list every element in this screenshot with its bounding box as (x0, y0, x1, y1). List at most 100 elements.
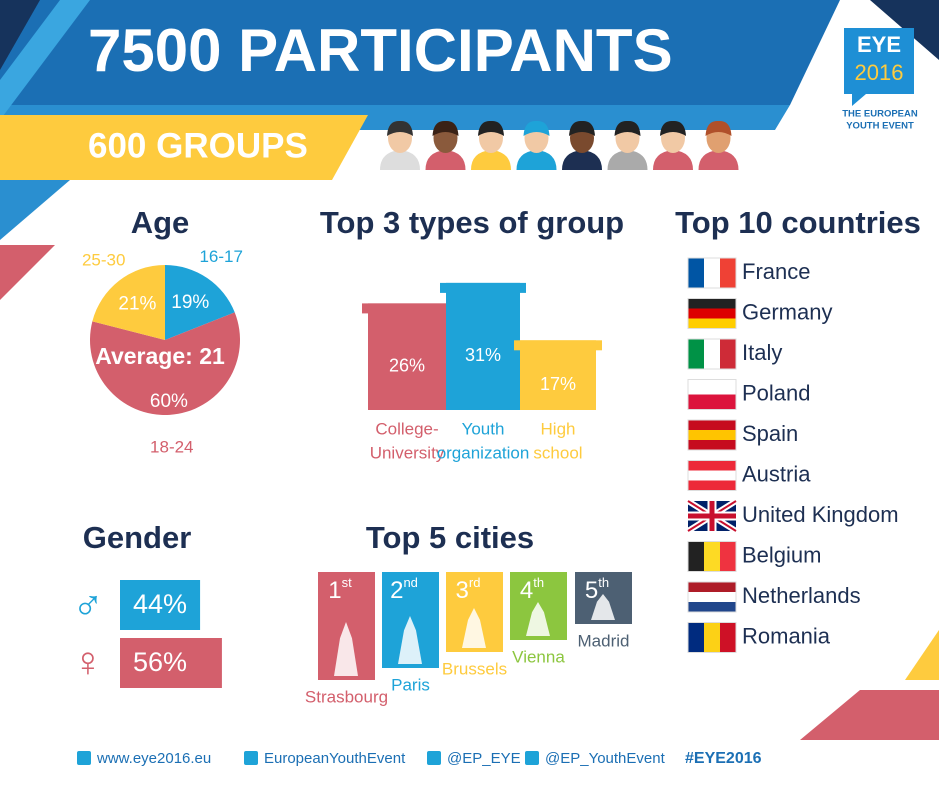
person-hair (478, 120, 504, 136)
slice-label: 60% (150, 391, 188, 412)
city-landmark (526, 602, 550, 636)
footer-icon (427, 751, 441, 765)
person-body (425, 150, 466, 170)
podium-label: 31% (465, 345, 501, 365)
footer-link[interactable]: EuropeanYouthEvent (264, 750, 406, 767)
flag (688, 501, 736, 531)
gender-label: 44% (133, 589, 187, 619)
person-body (698, 150, 739, 170)
slice-name: 18-24 (150, 437, 193, 456)
flag (688, 582, 736, 593)
slice-name: 16-17 (199, 247, 242, 266)
person-hair (432, 120, 459, 136)
footer-hashtag: #EYE2016 (685, 750, 762, 767)
gender-symbol: ♀ (72, 638, 104, 685)
logo-name: EYE (857, 32, 901, 57)
section-title: Top 5 cities (366, 520, 534, 555)
city-landmark (398, 616, 422, 664)
city-name: Paris (391, 675, 430, 694)
city-rank-suffix: st (342, 575, 353, 590)
flag (704, 622, 721, 653)
flag (720, 622, 737, 653)
flag (688, 470, 736, 481)
country-name: Spain (742, 421, 798, 446)
logo-box (844, 28, 914, 94)
flag (704, 541, 721, 572)
podium-label: 17% (540, 374, 576, 394)
city-rank-number: 1 (328, 577, 341, 604)
gender-label: 56% (133, 647, 187, 677)
stripe (905, 630, 939, 680)
city-rank: 4th (520, 575, 544, 604)
podium-block (520, 340, 596, 410)
slice-label: 19% (171, 292, 209, 313)
pie-slice (90, 312, 240, 415)
city-name: Strasbourg (305, 687, 388, 706)
logo-tail (852, 94, 866, 106)
subtitle: 600 GROUPS (88, 126, 308, 165)
flag (704, 258, 721, 288)
flag (688, 592, 736, 603)
person-body (562, 150, 602, 170)
city-name: Brussels (442, 659, 507, 678)
city-rank: 1st (328, 575, 352, 604)
footer-icon (525, 751, 539, 765)
city-rank-suffix: nd (403, 575, 417, 590)
gender-bar (120, 638, 222, 688)
flag (688, 460, 736, 471)
flag-border (687, 419, 737, 451)
person-body (471, 150, 511, 170)
flag (704, 339, 721, 369)
logo-tagline: THE EUROPEAN (842, 109, 918, 120)
podium-name: College- (375, 419, 438, 438)
flag-border (687, 541, 737, 572)
stripe (0, 245, 55, 300)
flag-border (687, 460, 737, 491)
city-rank-number: 2 (390, 577, 403, 604)
city-landmark (334, 622, 358, 676)
footer-icon (244, 751, 258, 765)
country-list: France Germany Italy Poland Spain Austria Unit… (686, 257, 899, 653)
person-hair (569, 120, 595, 136)
flag-border (687, 581, 737, 613)
city-boxes: 1st Strasbourg 2nd Paris 3rd Brussels 4th Vienn… (305, 572, 632, 706)
title: 7500 PARTICIPANTS (88, 17, 673, 84)
city-name: Madrid (578, 631, 630, 650)
flag (688, 394, 736, 410)
city-rank-number: 5 (585, 577, 598, 604)
person-body (516, 150, 557, 170)
footer-link[interactable]: @EP_YouthEvent (545, 750, 666, 767)
pie-slice (165, 265, 235, 340)
podium-name: University (370, 443, 445, 462)
person-body (380, 150, 420, 170)
country-name: Romania (742, 623, 831, 648)
flag (688, 308, 736, 319)
country-name: France (742, 259, 810, 284)
city-name: Vienna (512, 647, 565, 666)
city-landmark (591, 594, 615, 620)
footer-link[interactable]: www.eye2016.eu (96, 750, 211, 767)
person-hair (705, 120, 732, 136)
flag-border (687, 379, 737, 410)
header-band (0, 0, 840, 105)
city-landmark (462, 608, 486, 648)
city-rank-suffix: rd (469, 575, 481, 590)
logo-tagline: YOUTH EVENT (846, 121, 914, 132)
flag (688, 258, 705, 288)
city-rank: 3rd (456, 575, 481, 604)
footer-link[interactable]: @EP_EYE (447, 750, 521, 767)
flag (720, 258, 737, 288)
city-rank: 2nd (390, 575, 418, 604)
podium-name: High (541, 419, 576, 438)
stripe (800, 690, 939, 740)
flag (688, 440, 736, 451)
country-name: Poland (742, 380, 811, 405)
slice-name: 25-30 (82, 250, 125, 269)
city-rank-suffix: th (533, 575, 544, 590)
flag (688, 339, 705, 369)
gender-bar (120, 580, 201, 630)
section-title: Top 3 types of group (320, 205, 624, 240)
section-title: Gender (83, 520, 192, 555)
podium-name: organization (437, 443, 530, 462)
person-hair (614, 120, 641, 136)
